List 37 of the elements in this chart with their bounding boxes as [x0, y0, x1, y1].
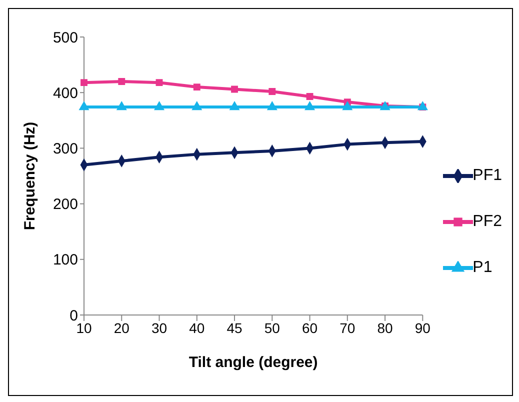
x-tick-label: 20 — [114, 320, 130, 336]
point — [268, 88, 276, 95]
y-axis-title: Frequency (Hz) — [21, 122, 38, 230]
legend-label: PF2 — [472, 213, 502, 231]
legend-label: PF1 — [472, 167, 502, 185]
point — [80, 79, 88, 86]
x-tick-label: 80 — [377, 320, 394, 336]
x-tick-label: 45 — [226, 320, 243, 336]
x-tick-label: 60 — [302, 320, 318, 336]
point — [229, 100, 240, 110]
point — [306, 93, 314, 100]
point — [78, 100, 90, 110]
x-tick-label: 10 — [76, 320, 92, 336]
point — [116, 100, 127, 110]
x-tick-label: 40 — [189, 320, 205, 336]
x-tick-label: 90 — [414, 320, 431, 336]
y-tick-label: 500 — [52, 29, 78, 46]
y-tick-label: 400 — [52, 84, 78, 102]
point — [193, 84, 200, 91]
point — [417, 100, 428, 110]
y-tick-label: 100 — [52, 252, 78, 269]
point — [342, 100, 353, 110]
point — [154, 100, 165, 110]
point — [156, 79, 163, 86]
point — [192, 100, 202, 110]
y-tick-label: 300 — [52, 140, 78, 158]
point — [304, 100, 316, 110]
point — [231, 86, 238, 93]
x-tick-label: 30 — [151, 320, 168, 336]
x-axis-title: Tilt angle (degree) — [188, 354, 318, 371]
x-tick-label: 50 — [264, 320, 280, 336]
y-tick-label: 0 — [70, 307, 78, 324]
legend-label: P1 — [472, 259, 492, 277]
point — [266, 100, 278, 110]
y-tick-label: 200 — [52, 196, 78, 214]
x-tick-label: 70 — [340, 320, 356, 336]
point — [118, 78, 126, 85]
